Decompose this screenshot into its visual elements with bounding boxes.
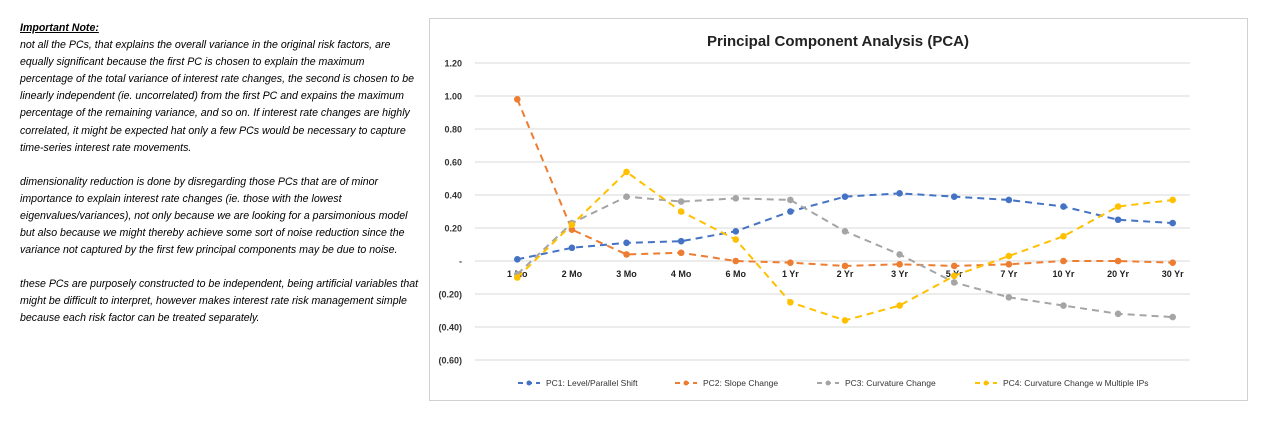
- data-point-pc3: [1060, 302, 1067, 309]
- x-tick-label: 2 Mo: [562, 269, 583, 279]
- data-point-pc2: [896, 261, 903, 268]
- data-point-pc2: [950, 262, 958, 270]
- y-tick-label: (0.40): [438, 323, 462, 333]
- data-point-pc2: [841, 262, 849, 270]
- x-tick-label: 1 Yr: [782, 269, 799, 279]
- x-tick-label: 4 Mo: [671, 269, 692, 279]
- pca-chart: Principal Component Analysis (PCA) 1.20 1…: [429, 18, 1248, 401]
- data-point-pc4: [1114, 203, 1122, 210]
- legend-label: PC2: Slope Change: [703, 378, 778, 388]
- x-tick-label: 20 Yr: [1107, 269, 1129, 279]
- x-tick-label: 10 Yr: [1053, 269, 1075, 279]
- data-point-pc3: [950, 279, 958, 286]
- data-point-pc1: [568, 244, 576, 252]
- note-heading: Important Note:: [20, 22, 99, 34]
- data-point-pc1: [1169, 219, 1176, 227]
- y-tick-label: (0.60): [438, 356, 462, 366]
- legend-label: PC4: Curvature Change w Multiple IPs: [1003, 378, 1149, 388]
- data-point-pc3: [1169, 313, 1176, 321]
- data-point-pc4: [1005, 252, 1013, 260]
- note-paragraph-3: these PCs are purposely constructed to b…: [20, 278, 419, 325]
- data-point-pc3: [623, 193, 630, 200]
- legend-marker: [983, 380, 989, 386]
- data-point-pc2: [1114, 257, 1122, 265]
- data-point-pc1: [1114, 216, 1122, 224]
- x-tick-label: 3 Mo: [616, 269, 637, 279]
- data-point-pc3: [732, 195, 740, 202]
- y-tick-label: -: [459, 257, 462, 267]
- data-point-pc1: [623, 239, 630, 247]
- data-point-pc4: [1169, 196, 1176, 204]
- data-point-pc2: [1060, 257, 1067, 265]
- data-point-pc1: [896, 190, 903, 197]
- data-point-pc2: [677, 249, 685, 257]
- data-point-pc1: [841, 193, 849, 200]
- y-tick-label: 0.60: [444, 158, 462, 168]
- data-point-pc2: [1005, 261, 1013, 268]
- y-tick-label: 1.20: [444, 59, 462, 69]
- data-point-pc4: [896, 302, 903, 309]
- y-tick-label: (0.20): [438, 290, 462, 300]
- series-line-pc1: [517, 192, 1173, 261]
- data-point-pc3: [1005, 294, 1013, 301]
- legend-marker: [825, 380, 831, 386]
- legend-label: PC1: Level/Parallel Shift: [546, 378, 638, 388]
- data-point-pc1: [1060, 203, 1067, 210]
- data-point-pc1: [1005, 196, 1013, 204]
- chart-svg: Principal Component Analysis (PCA) 1.20 1…: [438, 33, 1190, 388]
- data-point-pc4: [1060, 232, 1067, 240]
- data-point-pc2: [732, 257, 740, 265]
- chart-title: Principal Component Analysis (PCA): [707, 33, 969, 50]
- data-point-pc1: [514, 256, 521, 263]
- note-paragraph-2: dimensionality reduction is done by disr…: [20, 175, 408, 257]
- data-point-pc4: [514, 274, 521, 281]
- data-point-pc4: [623, 168, 630, 176]
- data-point-pc2: [787, 259, 794, 266]
- data-point-pc2: [514, 96, 521, 103]
- data-point-pc2: [1169, 259, 1176, 266]
- x-tick-label: 3 Yr: [891, 269, 908, 279]
- x-tick-label: 7 Yr: [1000, 269, 1017, 279]
- data-point-pc4: [787, 298, 794, 306]
- data-point-pc3: [841, 228, 849, 235]
- data-point-pc4: [677, 208, 685, 215]
- data-point-pc1: [787, 208, 794, 215]
- data-point-pc3: [677, 198, 685, 205]
- data-point-pc2: [623, 251, 630, 258]
- data-point-pc3: [1114, 310, 1122, 318]
- data-point-pc4: [950, 272, 958, 280]
- x-tick-label: 30 Yr: [1162, 269, 1184, 279]
- data-point-pc4: [841, 317, 849, 324]
- y-tick-label: 0.40: [444, 191, 462, 201]
- data-point-pc1: [732, 228, 740, 235]
- x-tick-label: 2 Yr: [837, 269, 854, 279]
- y-tick-label: 1.00: [444, 92, 462, 102]
- data-point-pc3: [896, 251, 903, 258]
- legend-marker: [526, 380, 532, 386]
- data-point-pc3: [787, 196, 794, 204]
- data-point-pc1: [950, 193, 958, 200]
- x-tick-label: 6 Mo: [726, 269, 747, 279]
- legend-marker: [683, 380, 689, 386]
- y-tick-label: 0.80: [444, 125, 462, 135]
- y-tick-label: 0.20: [444, 224, 462, 234]
- data-point-pc4: [568, 221, 576, 228]
- important-note: Important Note: not all the PCs, that ex…: [20, 20, 420, 345]
- legend-label: PC3: Curvature Change: [845, 378, 936, 388]
- data-point-pc4: [732, 236, 740, 243]
- note-paragraph-1: not all the PCs, that explains the overa…: [20, 39, 414, 154]
- series-line-pc3: [516, 195, 1173, 319]
- data-point-pc1: [677, 237, 685, 245]
- data-point-pc2: [568, 226, 576, 233]
